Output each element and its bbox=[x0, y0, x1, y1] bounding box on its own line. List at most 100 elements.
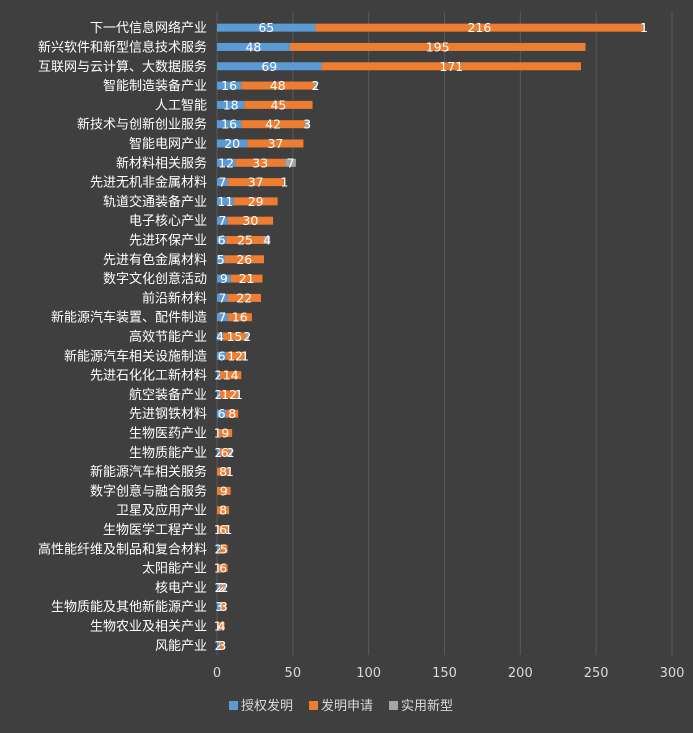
bar-segment bbox=[220, 390, 239, 399]
bar-segment bbox=[217, 100, 245, 109]
data-label: 26 bbox=[236, 252, 252, 267]
data-label: 16 bbox=[221, 78, 237, 93]
bar-segment bbox=[218, 525, 228, 534]
bar-segment bbox=[217, 120, 242, 129]
data-label: 45 bbox=[270, 97, 286, 112]
category-label: 数字文化创意活动 bbox=[103, 271, 207, 287]
bar-segment bbox=[289, 42, 586, 51]
data-label: 8 bbox=[228, 406, 236, 421]
bar-segment bbox=[220, 448, 230, 457]
bar-segment bbox=[217, 371, 221, 380]
x-tick-label: 150 bbox=[432, 666, 457, 681]
bar-segment bbox=[217, 641, 221, 650]
data-label: 14 bbox=[223, 368, 239, 383]
bar-segment bbox=[217, 216, 228, 225]
data-label: 8 bbox=[219, 464, 227, 479]
data-label: 7 bbox=[218, 310, 226, 325]
bar-segment bbox=[217, 409, 227, 418]
bar-segment bbox=[218, 564, 228, 573]
bar-segment bbox=[217, 197, 234, 206]
bar-segment bbox=[217, 544, 221, 553]
bar-segment bbox=[217, 158, 236, 167]
data-label: 16 bbox=[221, 117, 237, 132]
data-label: 2 bbox=[312, 78, 320, 93]
data-label: 4 bbox=[218, 619, 226, 634]
category-label: 新能源汽车相关设施制造 bbox=[64, 348, 207, 364]
data-label: 3 bbox=[218, 638, 226, 653]
bar-segment bbox=[244, 100, 313, 109]
bar-segment bbox=[217, 42, 290, 51]
bar-segment bbox=[227, 178, 284, 187]
data-label: 1 bbox=[214, 426, 222, 441]
data-label: 2 bbox=[215, 638, 223, 653]
data-label: 2 bbox=[215, 387, 223, 402]
category-label: 生物农业及相关产业 bbox=[90, 620, 207, 635]
data-label: 2 bbox=[215, 580, 223, 595]
bar-segment bbox=[220, 371, 242, 380]
data-label: 1 bbox=[214, 619, 222, 634]
data-label: 6 bbox=[219, 522, 227, 537]
x-axis-ticks: 0 50 100 150 200 250 300 bbox=[213, 666, 685, 681]
category-label: 航空装备产业 bbox=[129, 387, 207, 403]
bar-segment bbox=[217, 235, 227, 244]
legend-swatch bbox=[309, 701, 318, 710]
bar-segment bbox=[217, 390, 221, 399]
bar-segment bbox=[217, 486, 231, 495]
data-label: 2 bbox=[215, 541, 223, 556]
data-label: 6 bbox=[218, 232, 226, 247]
bar-segment bbox=[217, 525, 219, 534]
bar-segment bbox=[229, 467, 231, 476]
bar-segment bbox=[245, 332, 249, 341]
data-label: 25 bbox=[237, 232, 253, 247]
category-label: 互联网与云计算、大数据服务 bbox=[38, 59, 207, 75]
bar-segment bbox=[217, 602, 222, 611]
bar-segment bbox=[217, 583, 221, 592]
bar-segment bbox=[227, 525, 230, 534]
data-label: 21 bbox=[239, 271, 255, 286]
data-label: 2 bbox=[218, 580, 226, 595]
legend-label: 实用新型 bbox=[401, 698, 453, 714]
data-label: 3 bbox=[220, 599, 228, 614]
data-label: 2 bbox=[221, 580, 229, 595]
data-label: 48 bbox=[245, 39, 261, 54]
category-label: 高性能纤维及制品和复合材料 bbox=[38, 541, 207, 557]
data-label: 37 bbox=[267, 136, 283, 151]
data-label: 3 bbox=[215, 599, 223, 614]
bar-segment bbox=[217, 448, 221, 457]
bar-segment bbox=[217, 255, 225, 264]
bar-segment bbox=[235, 158, 286, 167]
bar-segment bbox=[227, 216, 274, 225]
data-label: 6 bbox=[221, 445, 229, 460]
data-label: 2 bbox=[227, 445, 235, 460]
data-label: 7 bbox=[218, 213, 226, 228]
bar-segment bbox=[217, 178, 228, 187]
data-label: 37 bbox=[248, 175, 264, 190]
data-label: 16 bbox=[232, 310, 248, 325]
data-label: 11 bbox=[217, 194, 233, 209]
bar-segment bbox=[304, 120, 310, 129]
category-label: 人工智能 bbox=[155, 98, 207, 113]
category-label: 先进环保产业 bbox=[129, 233, 207, 248]
legend-item: 实用新型 bbox=[389, 698, 453, 714]
bar-segment bbox=[217, 429, 219, 438]
data-label: 7 bbox=[218, 175, 226, 190]
bar-segment bbox=[643, 23, 645, 32]
data-label: 1 bbox=[235, 387, 243, 402]
category-label: 电子核心产业 bbox=[129, 214, 207, 229]
data-label: 1 bbox=[281, 175, 289, 190]
bar-segment bbox=[217, 313, 228, 322]
data-label: 33 bbox=[252, 155, 268, 170]
category-label: 生物质能产业 bbox=[129, 446, 207, 461]
bar-segment bbox=[224, 255, 265, 264]
data-label: 1 bbox=[226, 464, 234, 479]
data-label: 5 bbox=[217, 252, 225, 267]
bar-segment bbox=[283, 178, 286, 187]
data-label: 3 bbox=[303, 117, 311, 132]
category-label: 新能源汽车装置、配件制造 bbox=[51, 310, 207, 326]
category-label: 先进石化化工新材料 bbox=[90, 368, 207, 384]
data-label: 6 bbox=[218, 406, 226, 421]
data-label: 20 bbox=[224, 136, 240, 151]
data-label: 2 bbox=[243, 329, 251, 344]
data-label: 1 bbox=[214, 522, 222, 537]
